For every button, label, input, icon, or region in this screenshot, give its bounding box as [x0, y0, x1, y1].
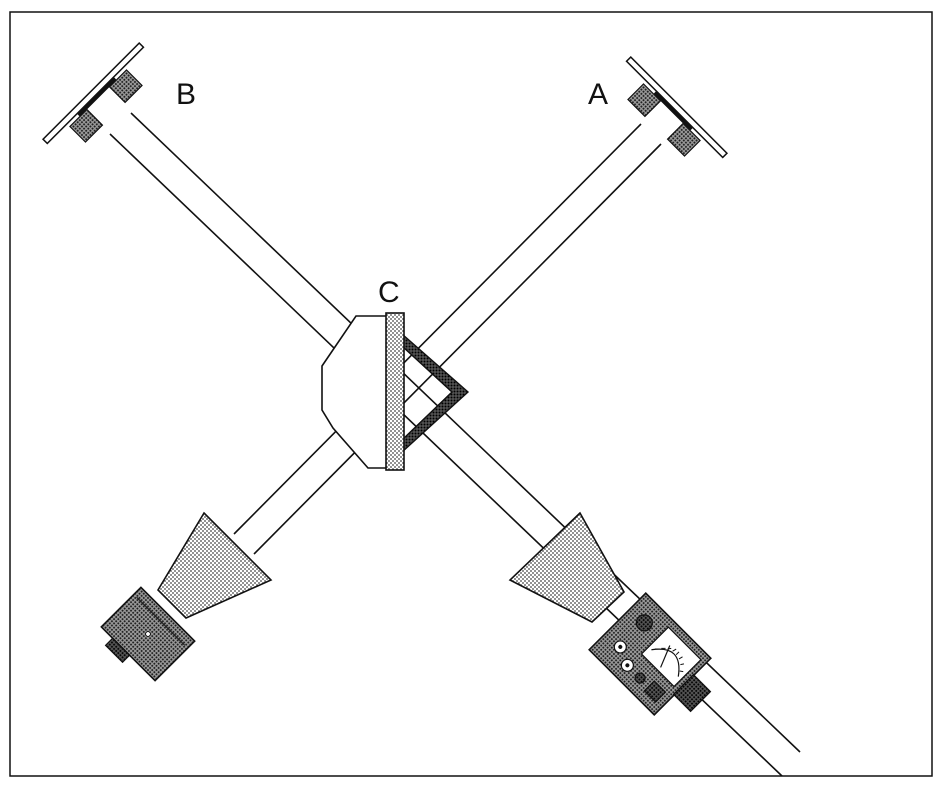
rail-a-to-transmitter [233, 123, 662, 555]
mirror-b [41, 41, 145, 145]
beam-splitter-holder [321, 315, 389, 469]
receiver-meter-icon [588, 592, 712, 716]
beam-splitter-c [385, 312, 405, 471]
mirror-a [625, 55, 729, 159]
transmitter-icon [100, 586, 196, 682]
label-mirror-b: B [176, 78, 197, 111]
transmitter-horn [156, 511, 273, 619]
label-mirror-a: A [588, 78, 609, 111]
label-beam-splitter-c: C [378, 276, 400, 309]
receiver-horn [508, 511, 626, 623]
